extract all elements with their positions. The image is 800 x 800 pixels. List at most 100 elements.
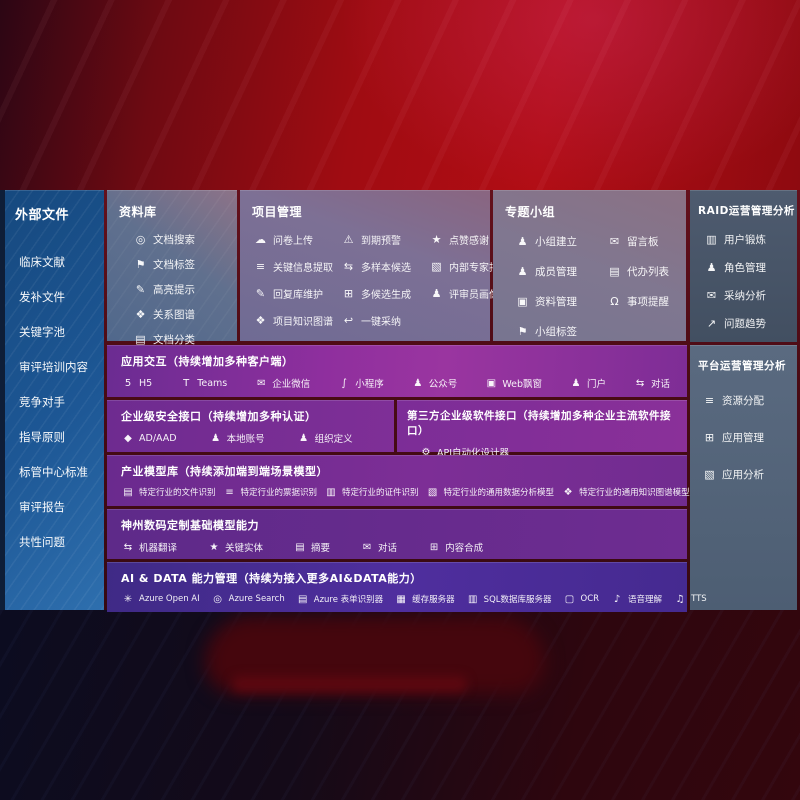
sidebar-item: 竞争对手 (19, 395, 65, 409)
feature-item: ⊞ 应用管理 (702, 430, 797, 445)
feature-label: 语音理解 (628, 595, 663, 605)
doc-search-icon: ◎ (135, 233, 146, 246)
message-board-icon: ✉ (609, 235, 620, 248)
sidebar-item: 关键字池 (19, 325, 65, 339)
sidebar-item: 临床文献 (19, 255, 65, 269)
feature-item: ▥ 用户锻炼 (704, 232, 797, 247)
reply-lib-icon: ✎ (255, 287, 266, 300)
raid-list: ▥ 用户锻炼 ♟ 角色管理 ✉ 采纳分析 ↗ 问题趋势 (690, 218, 797, 331)
azure-openai-icon: ✳ (123, 593, 133, 605)
content-compose-icon: ⊞ (429, 541, 439, 553)
feature-item: ≡ 资源分配 (702, 393, 797, 408)
app-manage-icon: ⊞ (704, 431, 715, 444)
enterprise-security-interface-title: 企业级安全接口（持续增加多种认证） (121, 410, 317, 423)
feature-item: ⊞ 内容合成 (427, 540, 484, 555)
feature-label: 对话 (651, 379, 671, 390)
wechat-work-icon: ✉ (257, 377, 266, 389)
sql-server-icon: ▥ (467, 593, 478, 605)
feature-label: 缓存服务器 (412, 595, 455, 605)
feature-label: 资料管理 (535, 296, 577, 308)
feature-item: ▤ 特定行业的文件识别 (121, 486, 215, 499)
feature-item: ▥ SQL数据库服务器 (466, 593, 552, 606)
dialog-icon: ✉ (362, 541, 372, 553)
api-designer-icon: ⚙ (421, 446, 431, 458)
dialog-icon: ⇆ (635, 377, 645, 389)
feature-item: ⚙ API自动化设计器 (419, 445, 510, 460)
org-define-icon: ♟ (299, 432, 309, 444)
feature-label: 用户锻炼 (724, 234, 766, 246)
summary-icon: ▤ (295, 541, 305, 553)
feature-label: 内容合成 (445, 543, 484, 554)
feature-item: ♟ 组织定义 (297, 431, 353, 446)
feature-item: ♪ 语音理解 (610, 593, 663, 606)
feature-item: ♟ 小组建立 (515, 234, 607, 249)
feature-item: ♫ TTS (673, 594, 707, 605)
expert-rank-icon: ▧ (431, 260, 442, 273)
form-recognizer-icon: ▤ (298, 593, 308, 605)
feature-label: 特定行业的证件识别 (342, 488, 419, 498)
ai-data-capability-row: AI & DATA 能力管理（持续为接入更多AI&DATA能力） ✳ Azure… (107, 562, 707, 612)
feature-label: 一键采纳 (361, 317, 401, 328)
resource-allocation-icon: ≡ (704, 394, 715, 407)
feature-item: ♟ 成员管理 (515, 264, 607, 279)
feature-item: ▧ 内部专家排名 (429, 259, 509, 274)
external-files-title: 外部文件 (15, 208, 70, 223)
feature-item: ✳ Azure Open AI (121, 594, 200, 605)
knowledge-graph-model-icon: ❖ (563, 486, 573, 498)
feature-label: 采纳分析 (724, 290, 766, 302)
feature-label: 小组建立 (535, 236, 577, 248)
thirdparty-software-list: ⚙ API自动化设计器 (397, 438, 687, 460)
feature-label: 留言板 (627, 236, 659, 248)
h5-icon: 5 (124, 377, 132, 389)
id-recognition-icon: ▥ (326, 486, 336, 498)
project-management-title: 项目管理 (252, 205, 303, 219)
sidebar-item: 指导原则 (19, 430, 65, 444)
feature-label: 小组标签 (535, 326, 577, 338)
feature-item: ▥ 特定行业的证件识别 (324, 486, 419, 499)
custom-base-model-row: 神州数码定制基础模型能力 ⇆ 机器翻译 ★ 关键实体 ▤ 摘要 ✉ 对话 ⊞ 内… (107, 509, 687, 559)
feature-label: 公众号 (428, 379, 458, 390)
feature-item: ⇆ 对话 (633, 376, 671, 391)
background-red-gradient (0, 0, 800, 192)
feature-item: ▧ 应用分析 (702, 467, 797, 482)
feature-item: ✉ 留言板 (607, 234, 686, 249)
doc-category-icon: ▤ (135, 333, 146, 346)
feature-label: 机器翻译 (139, 543, 178, 554)
sidebar-item: 发补文件 (19, 290, 65, 304)
thumbs-up-icon: ★ (431, 233, 442, 246)
feature-label: Azure Open AI (139, 594, 200, 604)
feature-item: ↩ 一键采纳 (341, 313, 429, 328)
feature-item: ⚑ 小组标签 (515, 324, 607, 339)
one-click-adopt-icon: ↩ (343, 314, 354, 327)
feature-label: 多候选生成 (361, 290, 411, 301)
feature-label: 关键信息提取 (273, 263, 333, 274)
feature-label: 本地账号 (226, 434, 265, 445)
platform-operation-analysis-title: 平台运营管理分析 (698, 360, 786, 372)
feature-label: 文档标签 (153, 259, 195, 271)
feature-label: 评审员画像 (449, 290, 499, 301)
platform-operation-analysis-panel: 平台运营管理分析 ≡ 资源分配 ⊞ 应用管理 ▧ 应用分析 (690, 345, 797, 610)
app-interaction-row: 应用交互（持续增加多种客户端） 5 H5 T Teams ✉ 企业微信 ∫ 小程… (107, 345, 687, 397)
feature-item: ▧ 特定行业的通用数据分析模型 (426, 486, 554, 499)
user-card-icon: ▥ (706, 233, 717, 246)
ocr-icon: ▢ (564, 593, 575, 605)
library-list: ◎ 文档搜索 ⚑ 文档标签 ✎ 高亮提示 ❖ 关系图谱 ▤ 文档分类 (107, 220, 237, 347)
key-info-extract-icon: ≡ (255, 260, 266, 273)
file-recognition-icon: ▤ (123, 486, 133, 498)
feature-label: 摘要 (311, 543, 331, 554)
todo-list-icon: ▤ (609, 265, 620, 278)
feature-item: ⇆ 多样本候选 (341, 259, 429, 274)
relation-graph-icon: ❖ (135, 308, 146, 321)
feature-label: 文档搜索 (153, 234, 195, 246)
feature-item: ⇆ 机器翻译 (121, 540, 178, 555)
feature-label: 组织定义 (314, 434, 353, 445)
sidebar-item: 审评报告 (19, 500, 65, 514)
data-manage-icon: ▣ (517, 295, 528, 308)
machine-translate-icon: ⇆ (123, 541, 133, 553)
azure-search-icon: ◎ (213, 593, 222, 605)
invoice-recognition-icon: ≡ (225, 486, 234, 498)
feature-label: 小程序 (355, 379, 384, 390)
feature-label: 对话 (378, 543, 398, 554)
feature-label: 多样本候选 (361, 263, 411, 274)
